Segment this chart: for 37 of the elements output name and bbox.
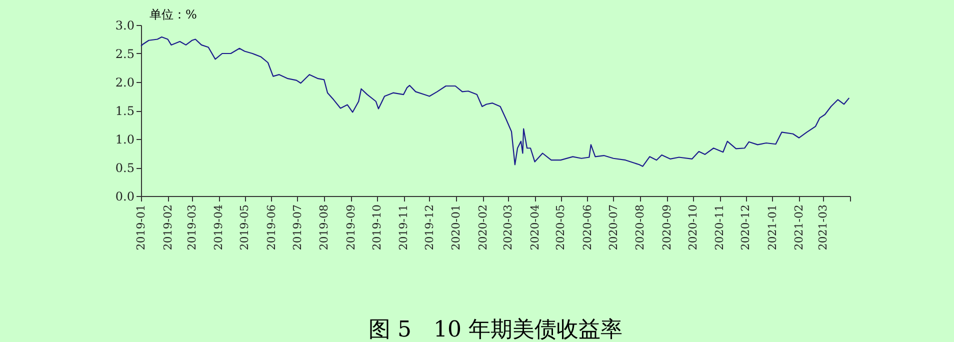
x-tick-label: 2020-09 bbox=[660, 204, 674, 250]
text: 图 5 10 年期美债收益率 bbox=[368, 318, 622, 342]
x-tick-label: 2020-02 bbox=[476, 204, 490, 250]
y-tick-label: 1.0 bbox=[115, 132, 134, 146]
x-tick-label: 2020-12 bbox=[739, 204, 752, 250]
x-tick-label: 2019-04 bbox=[212, 204, 226, 250]
y-tick-label: 0.5 bbox=[115, 161, 134, 175]
x-tick-label: 2020-10 bbox=[686, 204, 700, 250]
x-tick-label: 2019-09 bbox=[344, 204, 358, 250]
x-tick-label: 2021-01 bbox=[766, 204, 779, 250]
x-tick-label: 2019-08 bbox=[318, 204, 331, 250]
x-tick-label: 2020-06 bbox=[580, 204, 594, 250]
x-tick-label: 2021-03 bbox=[816, 204, 830, 250]
x-tick-label: 2019-12 bbox=[422, 204, 436, 250]
x-tick-label: 2020-03 bbox=[502, 204, 515, 250]
x-tick-label: 2020-07 bbox=[606, 204, 620, 250]
y-axis-title: 单位：% bbox=[150, 8, 197, 22]
x-tick-label: 2019-03 bbox=[185, 204, 198, 250]
x-tick-label: 2020-08 bbox=[634, 204, 647, 250]
x-tick-label: 2019-02 bbox=[161, 204, 174, 250]
y-tick-label: 0.0 bbox=[115, 190, 134, 204]
y-tick-label: 3.0 bbox=[115, 18, 134, 32]
y-tick-label: 2.5 bbox=[115, 47, 134, 61]
x-tick-label: 2020-05 bbox=[554, 204, 568, 250]
x-tick-label: 2021-02 bbox=[792, 204, 806, 250]
x-tick-label: 2019-11 bbox=[397, 204, 410, 250]
x-tick-label: 2020-11 bbox=[713, 204, 726, 250]
x-tick-label: 2019-05 bbox=[238, 204, 252, 250]
x-tick-label: 2019-10 bbox=[370, 204, 384, 250]
y-tick-label: 2.0 bbox=[115, 76, 134, 90]
line-series bbox=[140, 36, 850, 167]
x-tick-label: 2019-07 bbox=[290, 204, 304, 250]
x-tick-label: 2020-01 bbox=[450, 204, 463, 250]
x-tick-label: 2020-04 bbox=[528, 204, 542, 250]
y-tick-label: 1.5 bbox=[115, 104, 134, 118]
x-tick-label: 2019-06 bbox=[264, 204, 278, 250]
x-tick-label: 2019-01 bbox=[134, 204, 148, 250]
